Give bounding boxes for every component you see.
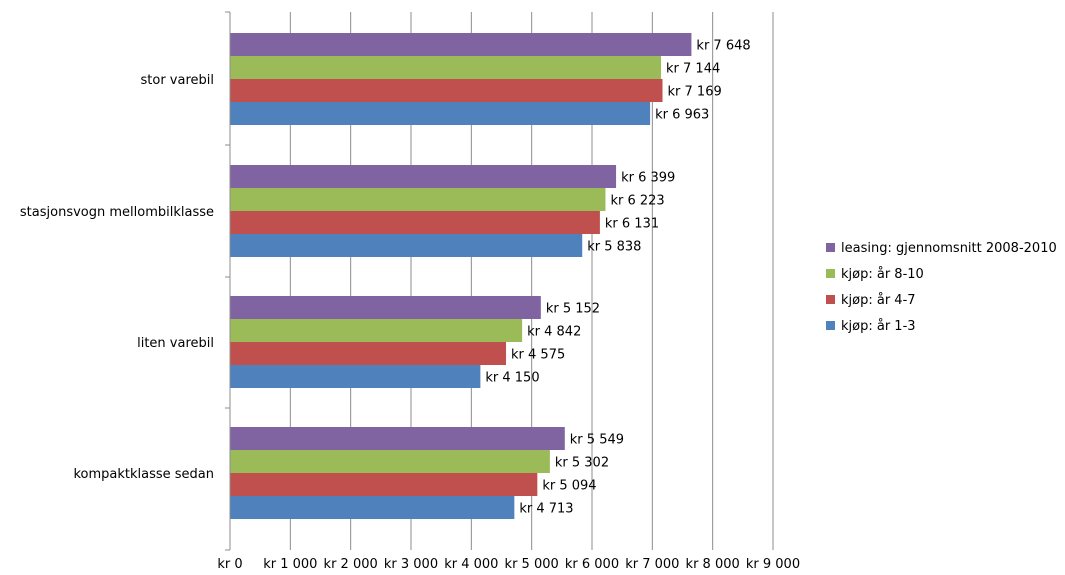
legend-swatch <box>826 295 835 304</box>
x-tick-label: kr 0 <box>217 557 242 571</box>
data-label: kr 5 838 <box>587 240 641 255</box>
legend-label: kjøp: år 1-3 <box>841 319 916 334</box>
x-tick-label: kr 4 000 <box>444 557 498 571</box>
data-labels: kr 4 713 kr 4 150 kr 5 838 kr 6 963 kr 5 094… <box>485 39 750 517</box>
data-label: kr 5 152 <box>546 302 600 317</box>
bar <box>230 188 606 211</box>
legend-swatch <box>826 321 835 330</box>
data-label: kr 6 399 <box>621 171 675 186</box>
data-label: kr 7 144 <box>666 62 720 77</box>
x-tick-label: kr 7 000 <box>625 557 679 571</box>
x-tick-label: kr 3 000 <box>384 557 438 571</box>
bar <box>230 234 583 257</box>
category-labels: kompaktklasse sedan liten varebil stasjons… <box>20 73 214 482</box>
bar <box>230 319 523 342</box>
x-tick-label: kr 6 000 <box>565 557 619 571</box>
data-label: kr 5 094 <box>542 479 596 494</box>
data-label: kr 7 648 <box>696 39 750 54</box>
legend-label: leasing: gjennomsnitt 2008-2010 <box>841 241 1057 256</box>
bars <box>230 33 692 519</box>
category-label: stasjonsvogn mellombilklasse <box>20 205 214 220</box>
bar <box>230 79 663 102</box>
x-tick-label: kr 5 000 <box>505 557 559 571</box>
x-tick-label: kr 2 000 <box>324 557 378 571</box>
x-tick-label: kr 9 000 <box>746 557 800 571</box>
data-label: kr 4 713 <box>519 502 573 517</box>
bar <box>230 496 515 519</box>
bar <box>230 473 538 496</box>
x-tick-label: kr 1 000 <box>263 557 317 571</box>
bar <box>230 165 617 188</box>
bar <box>230 450 550 473</box>
bar <box>230 33 692 56</box>
data-label: kr 6 963 <box>655 108 709 123</box>
bar <box>230 211 600 234</box>
bar <box>230 102 651 125</box>
data-label: kr 5 302 <box>555 456 609 471</box>
data-label: kr 4 842 <box>527 325 581 340</box>
data-label: kr 6 131 <box>605 217 659 232</box>
category-label: kompaktklasse sedan <box>73 467 214 482</box>
category-label: liten varebil <box>137 336 214 351</box>
bar <box>230 365 481 388</box>
y-axis <box>225 11 231 551</box>
legend-swatch <box>826 269 835 278</box>
legend-label: kjøp: år 8-10 <box>841 267 924 282</box>
x-axis-tick-labels: kr 0 kr 1 000 kr 2 000 kr 3 000 kr 4 000 kr 5… <box>217 557 800 572</box>
legend-label: kjøp: år 4-7 <box>841 293 916 308</box>
x-tick-label: kr 8 000 <box>686 557 740 571</box>
category-label: stor varebil <box>141 73 215 88</box>
data-label: kr 5 549 <box>570 433 624 448</box>
data-label: kr 7 169 <box>668 85 722 100</box>
bar <box>230 427 565 450</box>
bar <box>230 342 507 365</box>
bar <box>230 296 541 319</box>
bar <box>230 56 662 79</box>
data-label: kr 4 150 <box>485 371 539 386</box>
legend-swatch <box>826 243 835 252</box>
data-label: kr 6 223 <box>610 194 664 209</box>
data-label: kr 4 575 <box>511 348 565 363</box>
legend: leasing: gjennomsnitt 2008-2010 kjøp: år … <box>826 241 1057 334</box>
